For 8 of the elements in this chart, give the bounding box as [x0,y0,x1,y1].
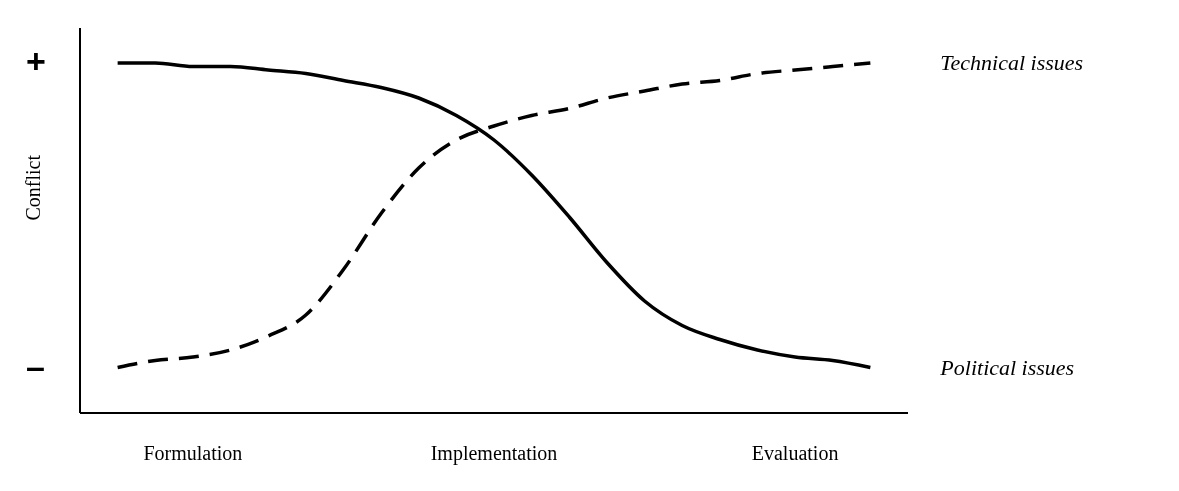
y-axis-title: Conflict [22,154,45,221]
text: Political issues [939,354,1075,380]
text: – [26,345,45,386]
x-tick-label: Implementation [430,442,558,466]
x-tick-label: Formulation [143,442,243,465]
x-tick-label: Evaluation [751,442,839,465]
text: Technical issues [940,50,1084,75]
text: + [26,41,46,81]
